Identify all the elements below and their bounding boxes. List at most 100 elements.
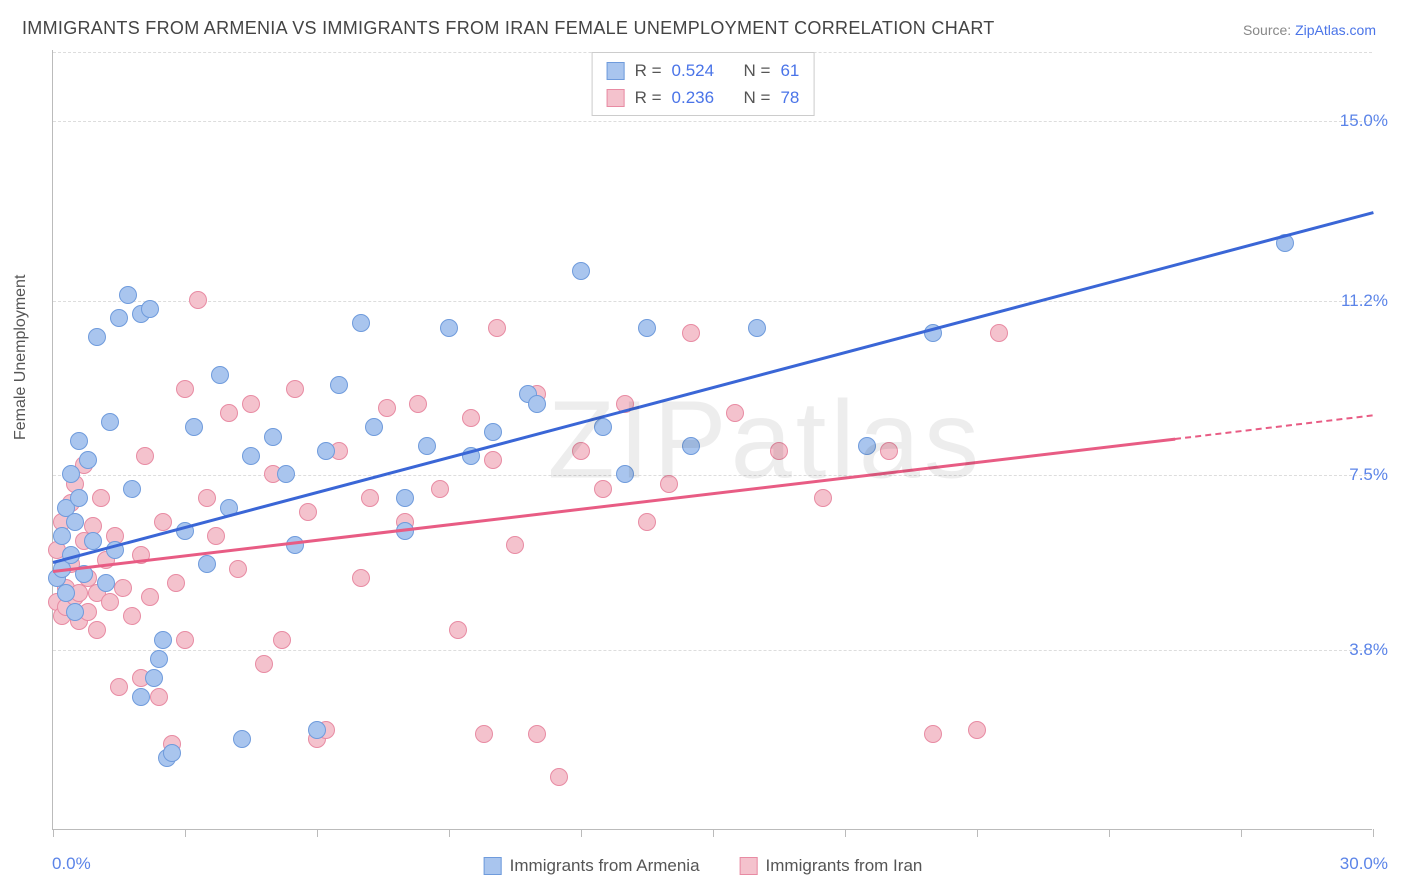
data-point [264,428,282,446]
data-point [185,418,203,436]
source-prefix: Source: [1243,22,1295,38]
chart-title: IMMIGRANTS FROM ARMENIA VS IMMIGRANTS FR… [22,18,995,39]
data-point [229,560,247,578]
data-point [352,569,370,587]
data-point [550,768,568,786]
data-point [154,513,172,531]
data-point [594,418,612,436]
data-point [396,489,414,507]
y-tick-label: 11.2% [1341,291,1388,311]
data-point [141,300,159,318]
x-tick [1373,829,1374,837]
x-tick [53,829,54,837]
data-point [145,669,163,687]
data-point [638,513,656,531]
data-point [62,465,80,483]
source-link[interactable]: ZipAtlas.com [1295,22,1376,38]
data-point [176,380,194,398]
swatch-iran-bottom [740,857,758,875]
r-value-armenia: 0.524 [672,57,715,84]
data-point [123,480,141,498]
legend-row-iran: R = 0.236 N = 78 [607,84,800,111]
data-point [119,286,137,304]
y-tick-label: 7.5% [1349,465,1388,485]
data-point [286,380,304,398]
x-tick [581,829,582,837]
data-point [770,442,788,460]
data-point [233,730,251,748]
data-point [101,593,119,611]
data-point [488,319,506,337]
data-point [682,437,700,455]
data-point [572,442,590,460]
data-point [198,489,216,507]
data-point [449,621,467,639]
data-point [506,536,524,554]
data-point [440,319,458,337]
data-point [242,447,260,465]
swatch-armenia-bottom [484,857,502,875]
swatch-armenia [607,62,625,80]
data-point [572,262,590,280]
data-point [330,376,348,394]
data-point [286,536,304,554]
y-axis-label: Female Unemployment [12,275,30,440]
x-tick [185,829,186,837]
data-point [154,631,172,649]
data-point [682,324,700,342]
data-point [198,555,216,573]
chart-container: IMMIGRANTS FROM ARMENIA VS IMMIGRANTS FR… [0,0,1406,892]
data-point [57,584,75,602]
data-point [475,725,493,743]
data-point [88,621,106,639]
data-point [66,513,84,531]
data-point [748,319,766,337]
n-value-iran: 78 [780,84,799,111]
x-tick [1241,829,1242,837]
data-point [211,366,229,384]
data-point [150,650,168,668]
data-point [79,451,97,469]
x-tick [317,829,318,837]
data-point [409,395,427,413]
data-point [365,418,383,436]
data-point [431,480,449,498]
data-point [101,413,119,431]
data-point [968,721,986,739]
y-tick-label: 15.0% [1340,111,1388,131]
data-point [66,603,84,621]
x-tick [977,829,978,837]
plot-area: ZIPatlas [52,50,1372,830]
data-point [207,527,225,545]
data-point [317,442,335,460]
data-point [814,489,832,507]
data-point [132,688,150,706]
series-legend: Immigrants from Armenia Immigrants from … [484,856,923,876]
data-point [594,480,612,498]
data-point [114,579,132,597]
data-point [484,423,502,441]
correlation-legend: R = 0.524 N = 61 R = 0.236 N = 78 [592,52,815,116]
gridline [53,475,1372,476]
trend-line [1175,414,1373,440]
x-tick [449,829,450,837]
data-point [638,319,656,337]
data-point [277,465,295,483]
gridline [53,121,1372,122]
data-point [924,725,942,743]
trend-line [53,211,1374,564]
gridline [53,650,1372,651]
data-point [990,324,1008,342]
data-point [299,503,317,521]
series-name-iran: Immigrants from Iran [766,856,923,876]
data-point [726,404,744,422]
data-point [150,688,168,706]
x-max-label: 30.0% [1340,854,1388,874]
data-point [616,465,634,483]
data-point [361,489,379,507]
watermark: ZIPatlas [548,376,983,503]
data-point [88,328,106,346]
data-point [167,574,185,592]
x-min-label: 0.0% [52,854,91,874]
data-point [123,607,141,625]
